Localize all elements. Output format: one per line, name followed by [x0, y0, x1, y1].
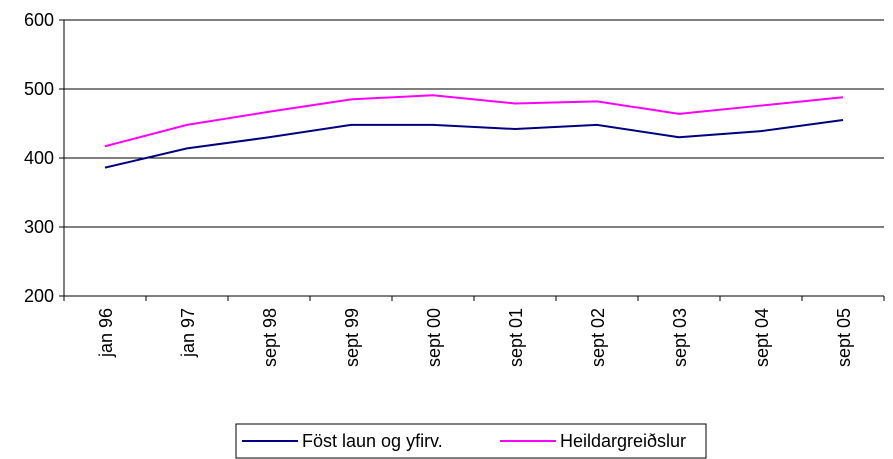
x-tick-label: sept 00 [424, 308, 444, 367]
legend-label-2: Heildargreiðslur [560, 431, 686, 451]
series-lines [104, 94, 844, 169]
y-tick-label: 400 [24, 148, 54, 168]
x-tick-label: jan 96 [96, 308, 116, 358]
legend-label-1: Föst laun og yfirv. [302, 431, 443, 451]
x-tick-label: sept 03 [670, 308, 690, 367]
x-tick-labels: jan 96 jan 97 sept 98 sept 99 sept 00 sept 01… [96, 308, 854, 367]
y-tick-labels: 200 300 400 500 600 [24, 10, 54, 306]
y-tick-label: 200 [24, 286, 54, 306]
axes [59, 19, 885, 301]
x-tick-label: jan 97 [178, 308, 198, 358]
legend-box [235, 423, 707, 459]
x-tick-label: sept 01 [506, 308, 526, 367]
series-line-1 [104, 119, 844, 169]
gridlines [64, 19, 884, 228]
y-tick-label: 600 [24, 10, 54, 30]
y-tick-label: 500 [24, 79, 54, 99]
series-line-2 [104, 94, 844, 148]
x-tick-label: sept 98 [260, 308, 280, 367]
x-tick-label: sept 05 [834, 308, 854, 367]
legend: Föst laun og yfirv. Heildargreiðslur [235, 423, 707, 459]
x-tick-label: sept 04 [752, 308, 772, 367]
y-tick-label: 300 [24, 217, 54, 237]
x-tick-label: sept 99 [342, 308, 362, 367]
x-tick-label: sept 02 [588, 308, 608, 367]
